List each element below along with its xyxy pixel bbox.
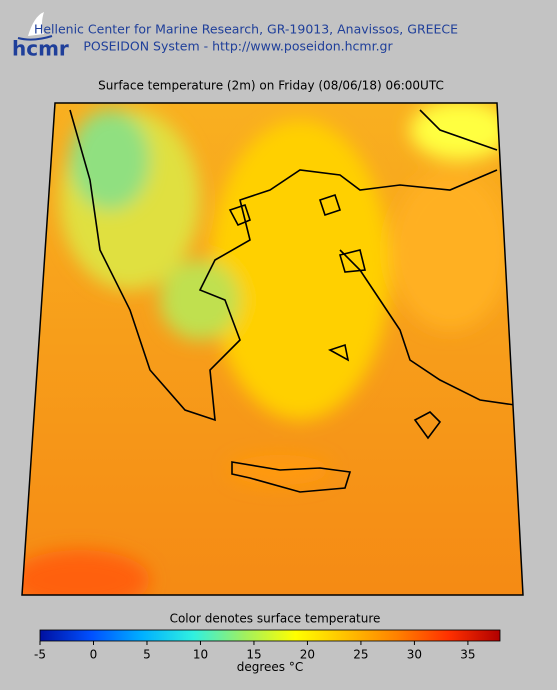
colorbar-tick-label: 0 xyxy=(90,648,98,662)
colorbar-caption: Color denotes surface temperature xyxy=(170,612,381,626)
colorbar-tick-label: 5 xyxy=(143,648,151,662)
colorbar-tick-label: 20 xyxy=(300,648,315,662)
unit: °C xyxy=(289,660,303,674)
map-title: Surface temperature (2m) on Friday (08/0… xyxy=(98,79,444,93)
colorbar-tick-label: 25 xyxy=(353,648,368,662)
unit-label: degrees xyxy=(237,660,285,674)
colorbar-tick-label: 10 xyxy=(193,648,208,662)
colorbar-tick-label: 35 xyxy=(460,648,475,662)
colorbar-tick-label: 30 xyxy=(407,648,422,662)
logo-wave xyxy=(17,35,53,41)
logo-sail xyxy=(28,12,44,36)
header-org: Hellenic Center for Marine Research, GR-… xyxy=(34,22,458,37)
header-system: POSEIDON System - http://www.poseidon.hc… xyxy=(83,39,393,54)
colorbar-unit: degrees °C xyxy=(237,660,304,674)
colorbar-tick-label: -5 xyxy=(34,648,46,662)
colorbar xyxy=(39,629,501,642)
map xyxy=(22,103,523,595)
logo-text: hcmr xyxy=(12,37,69,61)
map-frame xyxy=(21,102,524,596)
colorbar-tick-label: 15 xyxy=(246,648,261,662)
